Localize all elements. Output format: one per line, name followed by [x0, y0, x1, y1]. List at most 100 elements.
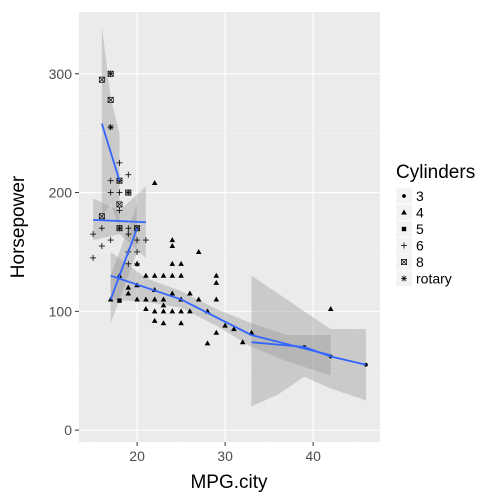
point-cyl-4: [169, 260, 176, 266]
fit-line-cyl-5: [109, 227, 138, 300]
point-cyl-6: [125, 260, 132, 267]
point-cyl-4: [195, 248, 202, 254]
panel-background: [79, 12, 380, 442]
point-cyl-4: [169, 290, 176, 296]
legend-symbol-3: [402, 194, 406, 198]
legend-label: 5: [416, 221, 424, 237]
point-cyl-4: [143, 272, 149, 278]
point-cyl-4: [213, 329, 220, 335]
point-cyl-8: [125, 189, 132, 196]
point-cyl-8: [116, 225, 123, 232]
point-cyl-4: [213, 279, 220, 285]
point-cyl-6: [107, 177, 114, 184]
point-cyl-4: [151, 317, 158, 323]
point-cyl-6: [125, 231, 132, 238]
point-cyl-4: [187, 308, 193, 314]
point-cyl-4: [151, 272, 158, 278]
x-tick-label: 20: [129, 448, 145, 464]
y-tick-label: 300: [49, 66, 73, 82]
point-cyl-4: [178, 320, 184, 326]
legend-symbol-8: [401, 259, 407, 265]
legend-item-rotary: rotary: [395, 270, 452, 287]
legend-item-4: 4: [395, 204, 424, 221]
point-cyl-6: [134, 248, 141, 255]
point-cyl-6: [125, 225, 132, 232]
x-tick-label: 40: [305, 448, 321, 464]
legend-item-5: 5: [395, 220, 424, 238]
point-cyl-5: [117, 298, 122, 303]
point-cyl-4: [151, 308, 158, 314]
point-cyl-6: [134, 237, 141, 244]
point-cyl-6: [98, 243, 105, 250]
point-cyl-4: [187, 290, 193, 296]
point-cyl-4: [231, 326, 237, 332]
point-cyl-6: [90, 254, 97, 261]
point-cyl-4: [125, 290, 132, 296]
point-cyl-6: [98, 225, 105, 232]
point-cyl-6: [116, 159, 123, 166]
point-cyl-4: [143, 305, 149, 311]
legend-symbol-rotary: [401, 275, 407, 282]
legend-label: 8: [416, 254, 424, 270]
point-cyl-6: [116, 207, 123, 214]
ribbon-cyl-3: [251, 275, 366, 407]
x-tick-label: 30: [217, 448, 233, 464]
point-cyl-4: [327, 305, 334, 311]
y-axis-ticks: 0 100 200 300: [49, 66, 79, 438]
grid-lines: [79, 12, 380, 442]
point-cyl-4: [169, 272, 176, 278]
point-cyl-4: [169, 308, 176, 314]
y-tick-label: 200: [49, 185, 73, 201]
y-tick-label: 0: [64, 422, 72, 438]
legend-item-3: 3: [395, 187, 424, 205]
point-cyl-4: [160, 302, 167, 308]
point-cyl-4: [160, 320, 167, 326]
point-cyl-8: [107, 70, 114, 77]
legend-item-6: 6: [395, 237, 424, 254]
legend-symbol-4: [401, 209, 407, 215]
point-cyl-4: [125, 284, 132, 290]
point-cyl-4: [143, 296, 149, 302]
point-cyl-4: [204, 340, 211, 346]
point-cyl-4: [178, 272, 184, 278]
point-cyl-6: [125, 171, 132, 178]
point-cyl-4: [195, 296, 202, 302]
point-cyl-4: [213, 272, 220, 278]
point-cyl-rotary: [107, 124, 114, 131]
point-cyl-8: [98, 213, 105, 220]
smooth-fit-lines: [93, 123, 367, 366]
x-axis-ticks: 20 30 40: [129, 442, 321, 464]
y-axis-title: Horsepower: [8, 175, 29, 278]
point-cyl-8: [107, 96, 114, 103]
point-cyl-6: [90, 231, 97, 238]
legend-label: 4: [416, 205, 424, 221]
point-cyl-4: [222, 322, 228, 328]
x-axis-title: MPG.city: [190, 472, 268, 493]
point-cyl-4: [134, 296, 140, 302]
fit-line-cyl-6: [93, 218, 146, 224]
point-cyl-6: [142, 237, 149, 244]
point-cyl-4: [160, 296, 167, 302]
fit-line-cyl-4: [110, 274, 331, 357]
y-tick-label: 100: [49, 303, 73, 319]
point-cyl-6: [134, 260, 141, 267]
point-cyl-8: [116, 201, 123, 208]
legend-label: 3: [416, 188, 424, 204]
legend-label: 6: [416, 238, 424, 254]
point-cyl-4: [213, 296, 220, 302]
legend-label: rotary: [416, 271, 452, 287]
point-cyl-6: [116, 189, 123, 196]
legend-title: Cylinders: [396, 162, 475, 183]
legend-symbol-5: [401, 226, 407, 232]
point-cyl-6: [107, 189, 114, 196]
point-cyl-4: [169, 237, 176, 243]
point-cyl-8: [134, 225, 141, 232]
point-cyl-4: [151, 296, 158, 302]
point-cyl-4: [160, 272, 167, 278]
point-cyl-6: [107, 237, 114, 244]
fit-line-cyl-8: [101, 123, 121, 181]
point-cyl-4: [239, 339, 246, 345]
legend-symbol-6: [401, 242, 407, 249]
point-cyl-4: [151, 180, 158, 186]
